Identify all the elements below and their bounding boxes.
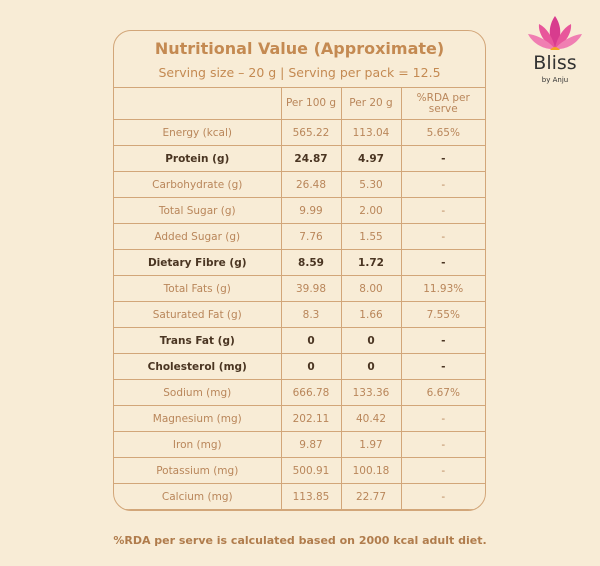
nutrient-label: Magnesium (mg) [114, 405, 282, 432]
nutrient-value: - [400, 483, 485, 510]
nutrient-label: Total Fats (g) [114, 275, 282, 302]
nutrient-value: 9.87 [280, 431, 342, 458]
nutrient-label: Potassium (mg) [114, 457, 282, 484]
nutrient-label: Sodium (mg) [114, 379, 282, 406]
nutrient-label: Saturated Fat (g) [114, 301, 282, 328]
header-row: Per 100 g Per 20 g %RDA per serve [114, 87, 485, 120]
nutrition-card: Nutritional Value (Approximate) Serving … [113, 30, 486, 511]
brand: Bliss [533, 52, 577, 74]
nutrient-value: 11.93% [400, 275, 485, 302]
nutrient-value: 0 [280, 353, 342, 380]
nutrient-value: 500.91 [280, 457, 342, 484]
nutrient-value: 202.11 [280, 405, 342, 432]
nutrient-label: Added Sugar (g) [114, 223, 282, 250]
subtitle: Serving size – 20 g | Serving per pack =… [158, 65, 441, 80]
nutrient-value: 24.87 [280, 145, 342, 172]
empty-header [114, 87, 282, 120]
nutrient-value: 8.3 [280, 301, 342, 328]
footnote: %RDA per serve is calculated based on 20… [113, 534, 487, 547]
nutrient-label: Total Sugar (g) [114, 197, 282, 224]
column-header: Per 100 g [280, 87, 342, 120]
nutrient-value: 1.55 [340, 223, 402, 250]
nutrient-value: 6.67% [400, 379, 485, 406]
nutrient-value: 5.30 [340, 171, 402, 198]
logo: Bliss by Anju [520, 10, 590, 85]
nutrient-label: Iron (mg) [114, 431, 282, 458]
nutrient-value: 113.85 [280, 483, 342, 510]
table-row: Magnesium (mg) 202.11 40.42- [114, 405, 485, 432]
nutrient-label: Calcium (mg) [114, 483, 282, 510]
nutrient-value: 26.48 [280, 171, 342, 198]
nutrient-value: 5.65% [400, 119, 485, 146]
nutrient-value: 2.00 [340, 197, 402, 224]
table-row: Dietary Fibre (g) 8.59 1.72- [114, 249, 485, 276]
nutrient-value: 1.97 [340, 431, 402, 458]
nutrient-value: 113.04 [340, 119, 402, 146]
table-row: Added Sugar (g) 7.76 1.55- [114, 223, 485, 250]
nutrient-label: Dietary Fibre (g) [114, 249, 282, 276]
nutrient-value: 9.99 [280, 197, 342, 224]
table-row: Calcium (mg) 113.85 22.77- [114, 483, 485, 510]
table-row: Cholesterol (mg) 0 0- [114, 353, 485, 380]
nutrient-value: 565.22 [280, 119, 342, 146]
nutrient-value: - [400, 405, 485, 432]
nutrient-value: - [400, 197, 485, 224]
nutrient-label: Energy (kcal) [114, 119, 282, 146]
nutrition-table: Per 100 g Per 20 g %RDA per serve Energy (… [114, 87, 485, 510]
table-row: Potassium (mg) 500.91 100.18- [114, 457, 485, 484]
nutrient-label: Trans Fat (g) [114, 327, 282, 354]
column-header: %RDA per serve [400, 87, 485, 120]
column-header: Per 20 g [340, 87, 402, 120]
nutrient-value: 0 [280, 327, 342, 354]
nutrient-value: - [400, 249, 485, 276]
table-row: Total Sugar (g) 9.99 2.00- [114, 197, 485, 224]
lotus-icon [528, 16, 582, 50]
nutrient-value: 0 [340, 327, 402, 354]
nutrient-label: Carbohydrate (g) [114, 171, 282, 198]
tagline: by Anju [541, 76, 569, 84]
nutrient-label: Cholesterol (mg) [114, 353, 282, 380]
nutrient-value: 0 [340, 353, 402, 380]
nutrient-value: 133.36 [340, 379, 402, 406]
nutrient-value: 1.72 [340, 249, 402, 276]
nutrient-value: 1.66 [340, 301, 402, 328]
nutrient-value: 4.97 [340, 145, 402, 172]
nutrient-value: 7.76 [280, 223, 342, 250]
nutrient-value: 7.55% [400, 301, 485, 328]
nutrient-value: - [400, 145, 485, 172]
nutrient-value: 39.98 [280, 275, 342, 302]
nutrient-value: - [400, 431, 485, 458]
table-row: Protein (g) 24.87 4.97- [114, 145, 485, 172]
nutrient-value: 8.59 [280, 249, 342, 276]
nutrient-value: - [400, 223, 485, 250]
nutrient-value: - [400, 353, 485, 380]
nutrient-value: - [400, 457, 485, 484]
table-row: Carbohydrate (g) 26.48 5.30- [114, 171, 485, 198]
nutrient-value: - [400, 171, 485, 198]
nutrient-value: 8.00 [340, 275, 402, 302]
nutrient-value: 40.42 [340, 405, 402, 432]
table-row: Iron (mg) 9.87 1.97- [114, 431, 485, 458]
table-row: Trans Fat (g) 0 0- [114, 327, 485, 354]
table-row: Energy (kcal) 565.22 113.04 5.65% [114, 119, 485, 146]
nutrient-value: 666.78 [280, 379, 342, 406]
nutrient-value: 100.18 [340, 457, 402, 484]
title: Nutritional Value (Approximate) [154, 39, 445, 58]
nutrient-value: 22.77 [340, 483, 402, 510]
nutrient-label: Protein (g) [114, 145, 282, 172]
nutrient-value: - [400, 327, 485, 354]
table-row: Saturated Fat (g) 8.3 1.66 7.55% [114, 301, 485, 328]
table-row: Sodium (mg) 666.78 133.36 6.67% [114, 379, 485, 406]
table-row: Total Fats (g) 39.98 8.00 11.93% [114, 275, 485, 302]
